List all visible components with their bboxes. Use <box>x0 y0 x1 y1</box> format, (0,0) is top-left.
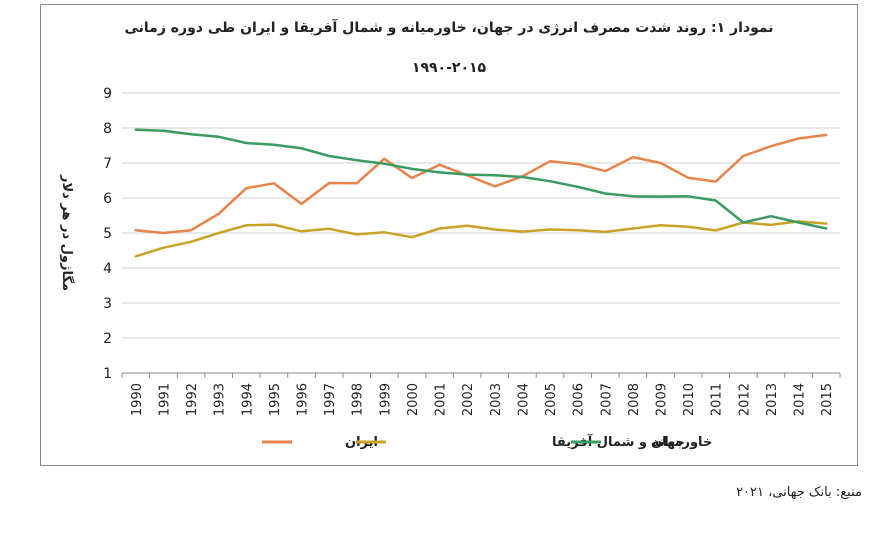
x-tick-label: 1991 <box>157 383 172 416</box>
x-tick-label: 2010 <box>682 383 697 416</box>
x-tick-label: 2004 <box>516 383 531 416</box>
x-tick-label: 2005 <box>544 383 559 416</box>
x-tick-label: 1995 <box>268 383 283 416</box>
x-tick-label: 2001 <box>434 383 449 416</box>
legend-label-2: جهان <box>651 435 685 450</box>
x-tick-label: 1993 <box>213 383 228 416</box>
x-tick-label: 2015 <box>820 383 835 416</box>
x-tick-label: 2013 <box>765 383 780 416</box>
x-tick-label: 2011 <box>710 383 725 416</box>
chart-subtitle: ۱۹۹۰-۲۰۱۵ <box>411 60 487 76</box>
x-tick-label: 2003 <box>489 383 504 416</box>
x-tick-label: 2008 <box>627 383 642 416</box>
x-tick-label: 2006 <box>572 383 587 416</box>
legend-label-1: خاورمیانه و شمال آفریقا <box>552 433 712 450</box>
y-tick-label: 2 <box>103 331 112 347</box>
series-line-0 <box>134 133 828 235</box>
y-tick-label: 8 <box>103 121 112 137</box>
x-tick-label: 1997 <box>323 383 338 416</box>
x-tick-label: 1994 <box>240 383 255 416</box>
y-tick-label: 9 <box>103 86 112 102</box>
x-tick-label: 1992 <box>185 383 200 416</box>
y-axis-label: مگاژول در هر دلار <box>59 174 75 291</box>
x-tick-label: 1996 <box>296 383 311 416</box>
chart-frame <box>40 4 858 466</box>
source-note: منبع: بانک جهانی، ۲۰۲۱ <box>736 485 862 500</box>
x-tick-label: 2014 <box>793 383 808 416</box>
series-line-2 <box>134 128 828 230</box>
y-tick-label: 7 <box>103 156 112 172</box>
x-tick-label: 1990 <box>130 383 145 416</box>
y-tick-label: 5 <box>103 226 112 242</box>
x-tick-label: 2002 <box>461 383 476 416</box>
x-tick-label: 2000 <box>406 383 421 416</box>
x-tick-label: 2012 <box>737 383 752 416</box>
x-tick-label: 1998 <box>351 383 366 416</box>
x-tick-label: 1999 <box>378 383 393 416</box>
x-tick-label: 2009 <box>655 383 670 416</box>
y-tick-label: 1 <box>103 366 112 382</box>
y-tick-label: 3 <box>103 296 112 312</box>
y-tick-label: 6 <box>103 191 112 207</box>
x-tick-label: 2007 <box>599 383 614 416</box>
chart-title: نمودار ۱: روند شدت مصرف انرژی در جهان، خ… <box>124 20 774 36</box>
series-line-1 <box>134 220 828 258</box>
y-tick-label: 4 <box>103 261 112 277</box>
